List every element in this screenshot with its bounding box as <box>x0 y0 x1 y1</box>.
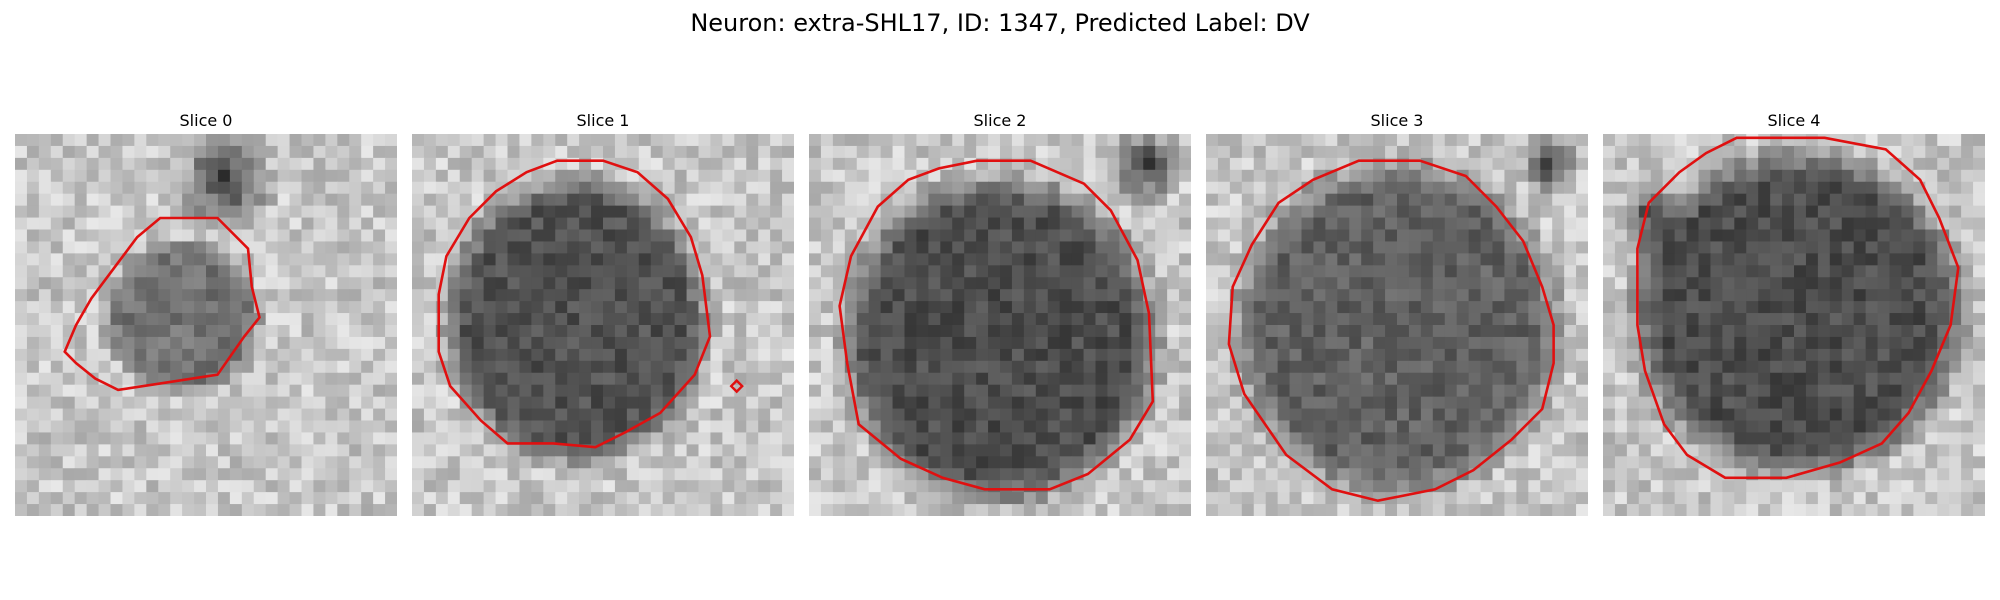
slice-panel-1: Slice 1 <box>412 108 794 516</box>
slice-image-4 <box>1603 134 1985 516</box>
slice-panel-2: Slice 2 <box>809 108 1191 516</box>
roi-contour <box>1227 159 1555 503</box>
slice-svg <box>809 134 1191 516</box>
figure-title: Neuron: extra-SHL17, ID: 1347, Predicted… <box>690 9 1310 37</box>
roi-contour-small <box>729 378 744 394</box>
slice-title: Slice 3 <box>1370 111 1424 130</box>
slice-svg <box>1206 134 1588 516</box>
slice-image-2 <box>809 134 1191 516</box>
slice-panel-0: Slice 0 <box>15 108 397 516</box>
slice-title: Slice 0 <box>179 111 233 130</box>
slice-panel-3: Slice 3 <box>1206 108 1588 516</box>
slice-title: Slice 2 <box>973 111 1027 130</box>
slice-svg <box>15 134 397 516</box>
slice-svg <box>412 134 794 516</box>
slice-title: Slice 1 <box>576 111 630 130</box>
slice-image-3 <box>1206 134 1588 516</box>
roi-contour <box>63 216 261 392</box>
roi-contour <box>1636 136 1960 480</box>
slice-image-0 <box>15 134 397 516</box>
roi-contour <box>838 159 1155 491</box>
roi-contour <box>437 159 712 449</box>
slice-svg <box>1603 134 1985 516</box>
slice-title: Slice 4 <box>1767 111 1821 130</box>
slice-image-1 <box>412 134 794 516</box>
slice-panel-4: Slice 4 <box>1603 108 1985 516</box>
